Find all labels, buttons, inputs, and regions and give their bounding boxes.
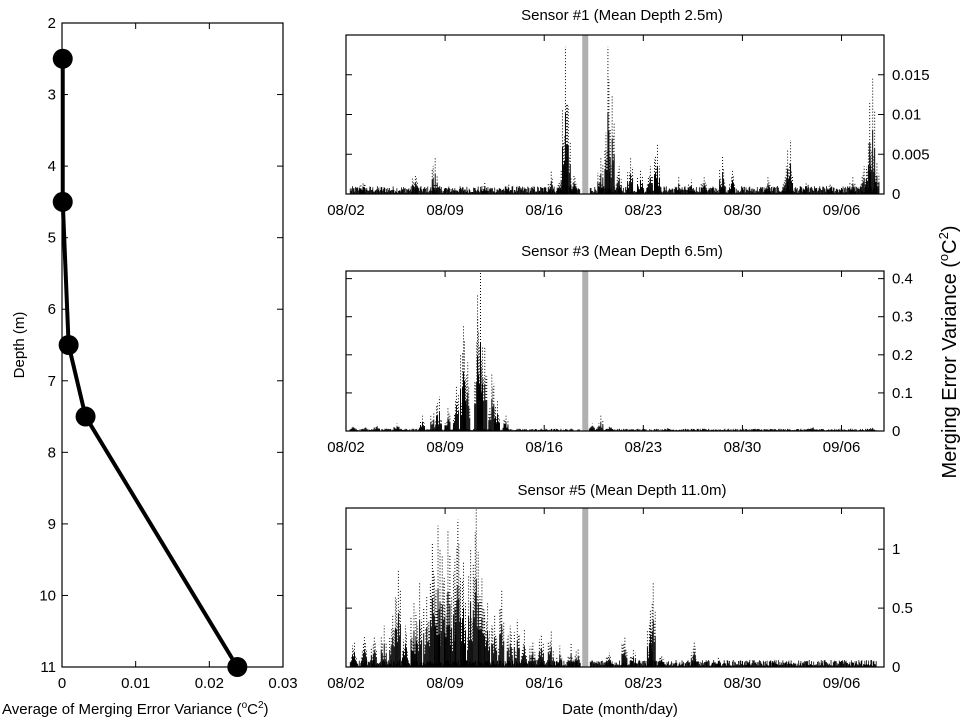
sensor-5-x-tick-label: 08/16 — [525, 675, 563, 692]
sensor-1-y-tick-label: 0.005 — [892, 146, 930, 163]
sensor-5-y-tick-label: 0.5 — [892, 600, 913, 617]
sensor-1-panel: Sensor #1 (Mean Depth 2.5m) 0 0.005 0.01 0.… — [327, 7, 929, 219]
sensor-1-data — [349, 46, 880, 194]
date-x-axis-title: Date (month/day) — [562, 701, 678, 718]
sensor-1-y-tick-label: 0 — [892, 186, 900, 203]
depth-y-tick-label: 5 — [48, 230, 56, 247]
depth-profile-marker — [58, 335, 79, 355]
sensor-1-x-tick-label: 08/23 — [625, 202, 663, 219]
sensor-3-x-tick-label: 08/16 — [525, 439, 563, 456]
variance-axis-title-close: ) — [939, 225, 961, 232]
variance-axis-title-text: Merging Error Variance ( — [939, 261, 961, 479]
sensor-5-data-gap-band — [582, 508, 589, 667]
sensor-3-x-tick-label: 08/23 — [625, 439, 663, 456]
depth-y-tick-label: 10 — [39, 587, 56, 604]
depth-y-axis-title: Depth (m) — [11, 312, 28, 379]
depth-y-tick-label: 8 — [48, 444, 56, 461]
depth-profile-marker — [75, 406, 96, 427]
sensor-3-y-tick-label: 0.4 — [892, 271, 913, 288]
depth-profile-panel: 2 3 4 5 6 7 8 9 10 110 0.01 0.02 0.03 Depth (m) Aver… — [2, 15, 298, 718]
sensor-1-data-gap-band — [582, 35, 589, 194]
sensor-3-y-tick-label: 0.3 — [892, 309, 913, 326]
depth-x-axis-title-text: Average of Merging Error Variance ( — [2, 701, 242, 718]
depth-y-tick-label: 2 — [48, 15, 56, 32]
merging-error-variance-y-axis-title: Merging Error Variance (oC2) — [936, 225, 961, 478]
sensor-5-x-tick-label: 08/09 — [426, 675, 464, 692]
sensor-3-panel: Sensor #3 (Mean Depth 6.5m) 0 0.1 0.2 0.3 0.… — [327, 243, 913, 456]
sensor-1-x-tick-label: 08/30 — [724, 202, 762, 219]
sensor-5-x-tick-label: 09/06 — [823, 675, 861, 692]
variance-axis-title-unit: C — [939, 239, 961, 253]
depth-x-axis-title-unit: C — [247, 701, 258, 718]
depth-profile-marker — [52, 191, 73, 212]
depth-x-axis-title-power: 2 — [258, 700, 264, 711]
sensor-3-data — [349, 271, 877, 431]
sensor-5-x-tick-label: 08/02 — [327, 675, 365, 692]
depth-y-tick-label: 4 — [48, 158, 56, 175]
sensor-1-y-tick-label: 0.015 — [892, 67, 930, 84]
depth-profile-marker — [52, 48, 73, 69]
sensor-3-x-tick-label: 09/06 — [823, 439, 861, 456]
depth-x-axis-title-close: ) — [264, 701, 269, 718]
depth-x-axis-title: Average of Merging Error Variance (oC2) — [2, 700, 269, 718]
depth-y-tick-label: 6 — [48, 301, 56, 318]
sensor-3-y-tick-label: 0 — [892, 423, 900, 440]
sensor-3-data-gap-band — [582, 271, 589, 431]
sensor-5-data — [349, 508, 877, 667]
depth-y-tick-label: 11 — [40, 659, 56, 676]
sensor-3-title: Sensor #3 (Mean Depth 6.5m) — [521, 243, 723, 260]
sensor-5-title: Sensor #5 (Mean Depth 11.0m) — [518, 482, 727, 499]
sensor-1-x-tick-label: 09/06 — [823, 202, 861, 219]
sensor-1-y-tick-label: 0.01 — [892, 107, 921, 124]
depth-x-tick-label: 0.01 — [121, 675, 150, 692]
sensor-5-x-tick-label: 08/30 — [724, 675, 762, 692]
sensor-5-panel: Sensor #5 (Mean Depth 11.0m) 0 0.5 1 08/02 0… — [327, 482, 913, 692]
depth-y-tick-label: 3 — [48, 87, 56, 104]
depth-y-tick-label: 9 — [48, 516, 56, 533]
sensor-5-y-tick-label: 1 — [892, 541, 900, 558]
depth-profile-marker — [227, 657, 248, 677]
sensor-5-y-tick-label: 0 — [892, 659, 900, 676]
depth-x-tick-label: 0 — [58, 675, 66, 692]
sensor-3-y-tick-label: 0.2 — [892, 347, 913, 364]
sensor-1-x-tick-label: 08/02 — [327, 202, 365, 219]
sensor-3-y-tick-label: 0.1 — [892, 385, 913, 402]
variance-axis-title-degree: o — [936, 254, 951, 261]
variance-axis-title-power: 2 — [936, 232, 951, 239]
depth-y-tick-label: 7 — [48, 373, 56, 390]
sensor-3-x-tick-label: 08/09 — [426, 439, 464, 456]
sensor-3-x-tick-label: 08/30 — [724, 439, 762, 456]
sensor-3-x-tick-label: 08/02 — [327, 439, 365, 456]
sensor-1-x-tick-label: 08/09 — [426, 202, 464, 219]
depth-x-tick-label: 0.02 — [195, 675, 224, 692]
sensor-1-title: Sensor #1 (Mean Depth 2.5m) — [521, 7, 723, 24]
sensor-5-x-tick-label: 08/23 — [625, 675, 663, 692]
sensor-1-x-tick-label: 08/16 — [525, 202, 563, 219]
depth-x-axis-title-degree: o — [242, 700, 248, 711]
depth-x-tick-label: 0.03 — [268, 675, 297, 692]
